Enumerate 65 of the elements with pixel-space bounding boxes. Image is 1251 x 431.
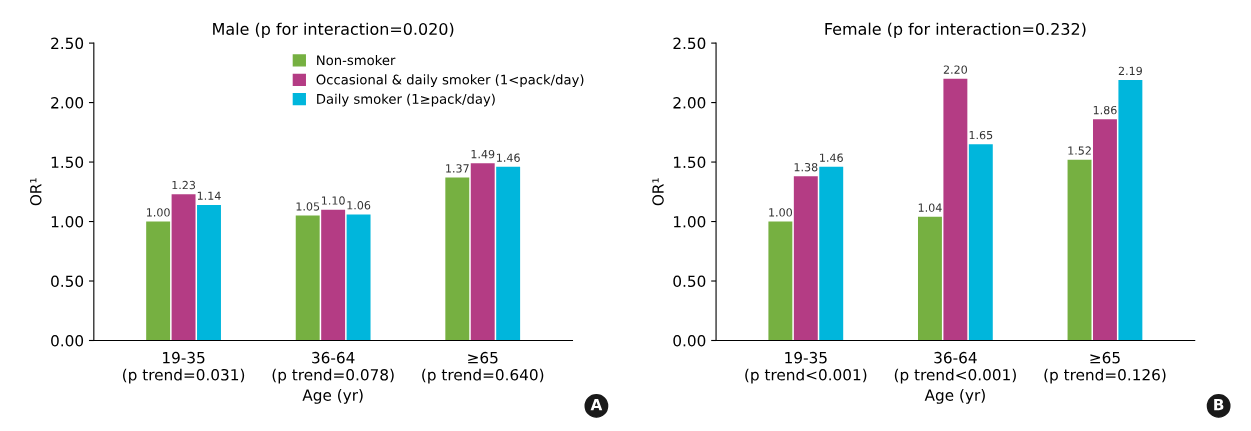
bar: [917, 216, 942, 341]
bar: [470, 163, 495, 341]
bar: [768, 221, 793, 341]
legend-label: Occasional & daily smoker (1<pack/day): [316, 74, 584, 88]
data-label: 1.37: [446, 164, 469, 173]
legend-label: Daily smoker (1≥pack/day): [317, 93, 495, 107]
x-tick-label: ≥65 (p trend=0.640): [422, 351, 544, 384]
bar: [819, 166, 844, 341]
y-tick-label: 0.50: [673, 275, 706, 288]
data-label: 1.49: [471, 149, 495, 159]
y-tick-label: 0.50: [51, 275, 84, 288]
y-tick-label: 2.50: [51, 37, 84, 50]
bar: [496, 166, 521, 341]
data-label: 2.19: [1118, 66, 1142, 76]
bar: [968, 144, 993, 341]
y-tick-label: 0.00: [51, 334, 84, 347]
text: A: [590, 398, 603, 411]
text: B: [1214, 398, 1224, 411]
y-axis-title: OR¹: [652, 178, 664, 206]
bar: [943, 78, 968, 341]
bar: [793, 176, 818, 341]
y-tick-label: 0.00: [673, 334, 706, 347]
data-label: 1.05: [296, 202, 320, 211]
y-tick-label: 1.00: [674, 216, 706, 228]
bar: [197, 204, 221, 341]
bar: [1067, 159, 1092, 341]
bar: [445, 177, 470, 341]
bar: [346, 214, 371, 341]
x-tick-label: 36-64 (p trend<0.001): [894, 351, 1016, 384]
bar: [146, 221, 171, 341]
data-label: 1.06: [347, 201, 371, 210]
y-tick-label: 2.00: [51, 97, 84, 109]
data-label: 1.46: [820, 153, 843, 162]
x-tick-label: 36-64 (p trend=0.078): [272, 351, 394, 384]
data-label: 1.04: [918, 203, 942, 212]
data-label: 1.00: [146, 208, 170, 217]
y-tick-label: 2.00: [673, 97, 706, 109]
bar: [1092, 119, 1117, 341]
x-axis-title: Age (yr): [924, 389, 985, 404]
x-tick-label: 19-35 (p trend<0.001): [745, 351, 867, 384]
bar: [171, 194, 196, 341]
data-label: 1.38: [794, 163, 818, 172]
data-label: 1.00: [769, 208, 793, 217]
y-axis-title: OR¹: [30, 178, 42, 206]
y-tick-label: 1.00: [51, 216, 84, 228]
chart-title: Male (p for interaction=0.020): [213, 22, 454, 39]
data-label: 1.23: [172, 180, 196, 190]
y-tick-label: 1.50: [674, 156, 706, 169]
data-label: 1.86: [1093, 105, 1117, 115]
x-tick-label: ≥65 (p trend=0.126): [1044, 351, 1166, 384]
bar: [321, 209, 346, 341]
data-label: 1.46: [497, 153, 520, 162]
y-tick-label: 1.50: [51, 156, 84, 169]
data-label: 1.14: [197, 191, 221, 200]
bar: [1118, 79, 1143, 341]
legend-label: Non-smoker: [317, 54, 396, 66]
x-axis-title: Age (yr): [302, 389, 363, 404]
chart-title: Female (p for interaction=0.232): [825, 22, 1086, 39]
bar: [295, 215, 320, 341]
data-label: 1.10: [322, 196, 345, 205]
y-tick-label: 2.50: [673, 37, 706, 50]
data-label: 1.52: [1068, 146, 1091, 155]
data-label: 2.20: [943, 65, 968, 74]
x-tick-label: 19-35 (p trend=0.031): [123, 351, 245, 384]
data-label: 1.65: [969, 130, 993, 140]
